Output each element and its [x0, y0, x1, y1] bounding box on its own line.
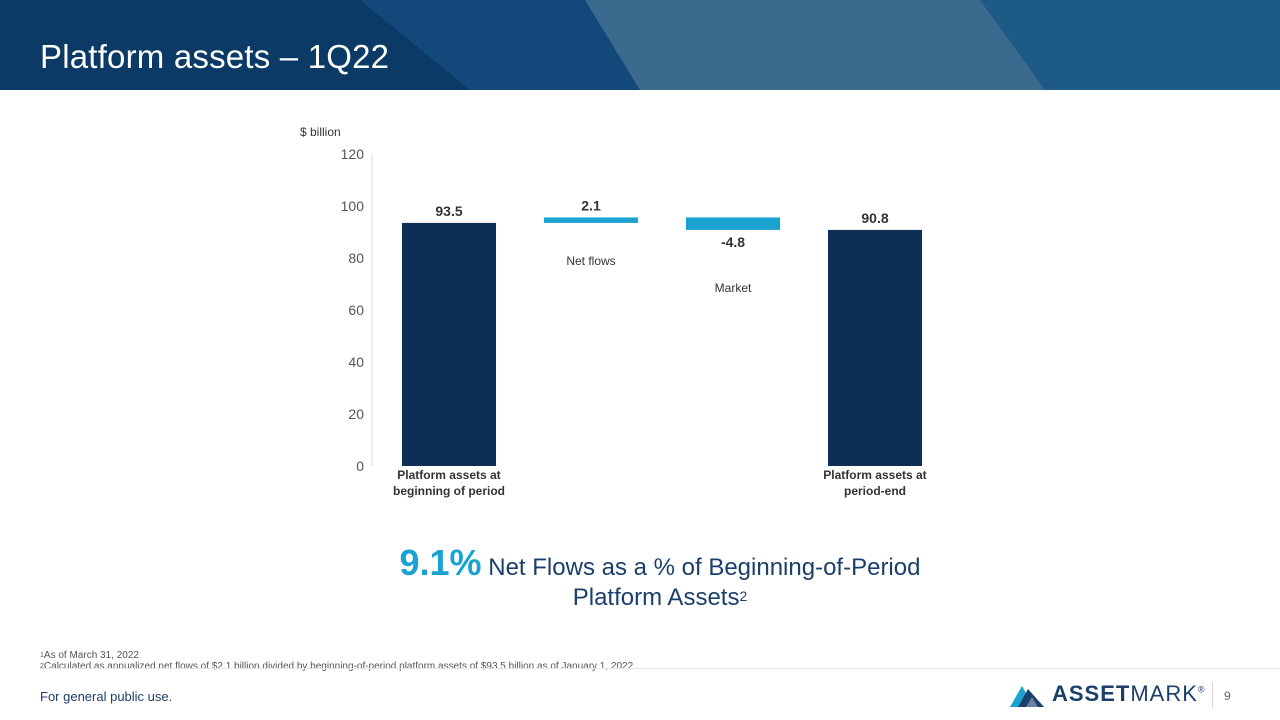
footnote-1-mark: 1 — [40, 652, 44, 659]
y-tick-label: 0 — [356, 458, 364, 474]
logo-text-bold: ASSET — [1052, 681, 1131, 706]
logo-text-regular: MARK — [1130, 681, 1198, 706]
footnote-2: 2Calculated as annualized net flows of $… — [40, 661, 633, 672]
assetmark-logo: ASSETMARK® — [1008, 680, 1206, 708]
net-flows-summary: 9.1% Net Flows as a % of Beginning-of-Pe… — [300, 545, 1020, 613]
footnote-2-text: Calculated as annualized net flows of $2… — [43, 661, 634, 672]
footnotes: 1As of March 31, 2022 2Calculated as ann… — [40, 650, 633, 672]
footnote-2-mark: 2 — [40, 663, 44, 670]
x-tick-label: Platform assets at — [397, 468, 500, 482]
footnote-1: 1As of March 31, 2022 — [40, 650, 633, 661]
bar-4 — [828, 229, 922, 466]
y-tick-label: 100 — [341, 198, 365, 214]
page-number: 9 — [1224, 689, 1231, 703]
x-tick-label: period-end — [844, 484, 906, 498]
waterfall-chart: $ billion 0 20 40 60 80 100 120 93.5 Platform ass… — [300, 125, 927, 498]
bar-3-value-label: -4.8 — [721, 234, 745, 250]
slide-title: Platform assets – 1Q22 — [40, 38, 390, 75]
bar-2-annotation: Net flows — [566, 254, 615, 268]
bar-3 — [686, 217, 780, 230]
y-tick-label: 60 — [348, 302, 364, 318]
x-tick-label: beginning of period — [393, 484, 505, 498]
footer-divider — [40, 668, 1280, 669]
header-background — [0, 0, 1280, 90]
logo-registered-mark: ® — [1197, 684, 1206, 695]
header-banner: Platform assets – 1Q22 — [0, 0, 1280, 90]
bar-4-value-label: 90.8 — [861, 210, 888, 226]
x-tick-label: Platform assets at — [823, 468, 926, 482]
footer-separator — [1212, 682, 1213, 708]
y-tick-label: 80 — [348, 250, 364, 266]
assetmark-logo-icon — [1010, 686, 1044, 707]
bar-2 — [544, 217, 638, 223]
y-tick-label: 40 — [348, 354, 364, 370]
summary-footnote-ref: 2 — [739, 588, 748, 604]
bar-2-value-label: 2.1 — [581, 197, 601, 213]
summary-line2: Platform Assets — [572, 584, 740, 611]
y-tick-label: 20 — [348, 406, 364, 422]
bar-3-annotation: Market — [715, 281, 752, 295]
y-axis-unit-label: $ billion — [300, 125, 341, 139]
footnote-1-text: As of March 31, 2022 — [43, 650, 139, 661]
bar-1-value-label: 93.5 — [435, 203, 462, 219]
bar-1 — [402, 222, 496, 466]
assetmark-logo-text: ASSETMARK® — [1052, 681, 1206, 707]
footer-disclaimer: For general public use. — [40, 689, 173, 704]
summary-percent: 9.1% — [399, 542, 482, 583]
y-tick-label: 120 — [341, 146, 365, 162]
summary-line1: Net Flows as a % of Beginning-of-Period — [488, 554, 921, 581]
